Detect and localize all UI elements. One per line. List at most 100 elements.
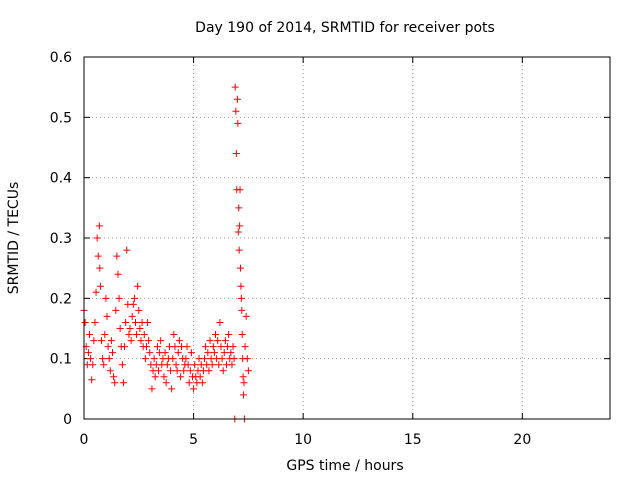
- data-point: [121, 343, 129, 351]
- data-point: [205, 367, 213, 375]
- y-tick-label: 0.1: [50, 352, 72, 368]
- data-point: [242, 312, 250, 320]
- x-tick-label: 10: [294, 432, 312, 448]
- data-point: [218, 355, 226, 363]
- data-point: [101, 331, 109, 339]
- data-point: [140, 331, 148, 339]
- chart-title: Day 190 of 2014, SRMTID for receiver pot…: [195, 20, 495, 36]
- y-axis-title: SRMTID / TECUs: [6, 182, 22, 295]
- data-point: [142, 343, 150, 351]
- data-point: [100, 361, 108, 369]
- data-point: [135, 306, 143, 314]
- data-point: [191, 361, 199, 369]
- data-point: [219, 367, 227, 375]
- data-point: [112, 306, 120, 314]
- data-point: [153, 343, 161, 351]
- data-point: [103, 312, 111, 320]
- data-point: [161, 349, 169, 357]
- data-point: [163, 361, 171, 369]
- data-point: [127, 337, 135, 345]
- y-tick-labels: 0 0.1 0.2 0.3 0.4 0.5 0.6: [50, 50, 72, 428]
- data-point: [160, 373, 168, 381]
- data-point: [186, 367, 194, 375]
- data-point: [115, 294, 123, 302]
- data-point: [230, 355, 238, 363]
- data-point: [237, 282, 245, 290]
- data-points: [80, 83, 252, 423]
- data-point: [84, 349, 92, 357]
- y-tick-label: 0.2: [50, 291, 72, 307]
- data-point: [236, 264, 244, 272]
- data-point: [99, 355, 107, 363]
- data-point: [87, 355, 95, 363]
- data-point: [225, 331, 233, 339]
- data-point: [236, 222, 244, 230]
- y-tick-label: 0: [63, 412, 72, 428]
- data-point: [239, 373, 247, 381]
- data-point: [110, 373, 118, 381]
- data-point: [85, 331, 93, 339]
- data-point: [95, 222, 103, 230]
- x-tick-label: 5: [189, 432, 198, 448]
- data-point: [106, 367, 114, 375]
- grid-lines: [84, 57, 610, 419]
- data-point: [236, 186, 244, 194]
- data-point: [221, 337, 229, 345]
- data-point: [88, 376, 96, 384]
- y-tick-label: 0.4: [50, 171, 72, 187]
- data-point: [111, 379, 119, 387]
- data-point: [202, 343, 210, 351]
- data-point: [208, 361, 216, 369]
- data-point: [235, 246, 243, 254]
- data-point: [151, 373, 159, 381]
- data-point: [240, 391, 248, 399]
- data-point: [169, 355, 177, 363]
- data-point: [150, 355, 158, 363]
- data-point: [134, 282, 142, 290]
- data-point: [214, 337, 222, 345]
- data-point: [105, 355, 113, 363]
- data-point: [145, 337, 153, 345]
- data-point: [196, 373, 204, 381]
- plot-frame: [83, 56, 611, 420]
- data-point: [113, 252, 121, 260]
- data-point: [183, 343, 191, 351]
- data-point: [217, 343, 225, 351]
- y-tick-label: 0.5: [50, 110, 72, 126]
- data-point: [216, 318, 224, 326]
- data-point: [182, 355, 190, 363]
- data-point: [175, 337, 183, 345]
- data-point: [232, 150, 240, 158]
- data-point: [232, 107, 240, 115]
- data-point: [94, 252, 102, 260]
- data-point: [244, 367, 252, 375]
- data-point: [128, 312, 136, 320]
- data-point: [204, 349, 212, 357]
- data-point: [227, 349, 235, 357]
- data-point: [210, 349, 218, 357]
- data-point: [241, 343, 249, 351]
- data-point: [107, 337, 115, 345]
- x-axis-title: GPS time / hours: [286, 458, 403, 474]
- data-point: [81, 318, 89, 326]
- data-point: [212, 331, 219, 339]
- data-point: [129, 300, 137, 308]
- data-point: [116, 325, 124, 332]
- data-point: [167, 367, 175, 375]
- data-point: [130, 294, 138, 302]
- data-point: [96, 264, 104, 272]
- data-point: [171, 343, 179, 351]
- y-tick-label: 0.3: [50, 231, 72, 247]
- data-point: [233, 95, 241, 103]
- data-point: [220, 349, 228, 357]
- data-point: [215, 361, 223, 369]
- data-point: [155, 367, 163, 375]
- data-point: [126, 325, 134, 332]
- data-point: [141, 355, 149, 363]
- data-point: [102, 294, 110, 302]
- data-point: [133, 331, 141, 339]
- data-point: [173, 367, 181, 375]
- data-point: [206, 337, 214, 345]
- data-point: [185, 379, 193, 387]
